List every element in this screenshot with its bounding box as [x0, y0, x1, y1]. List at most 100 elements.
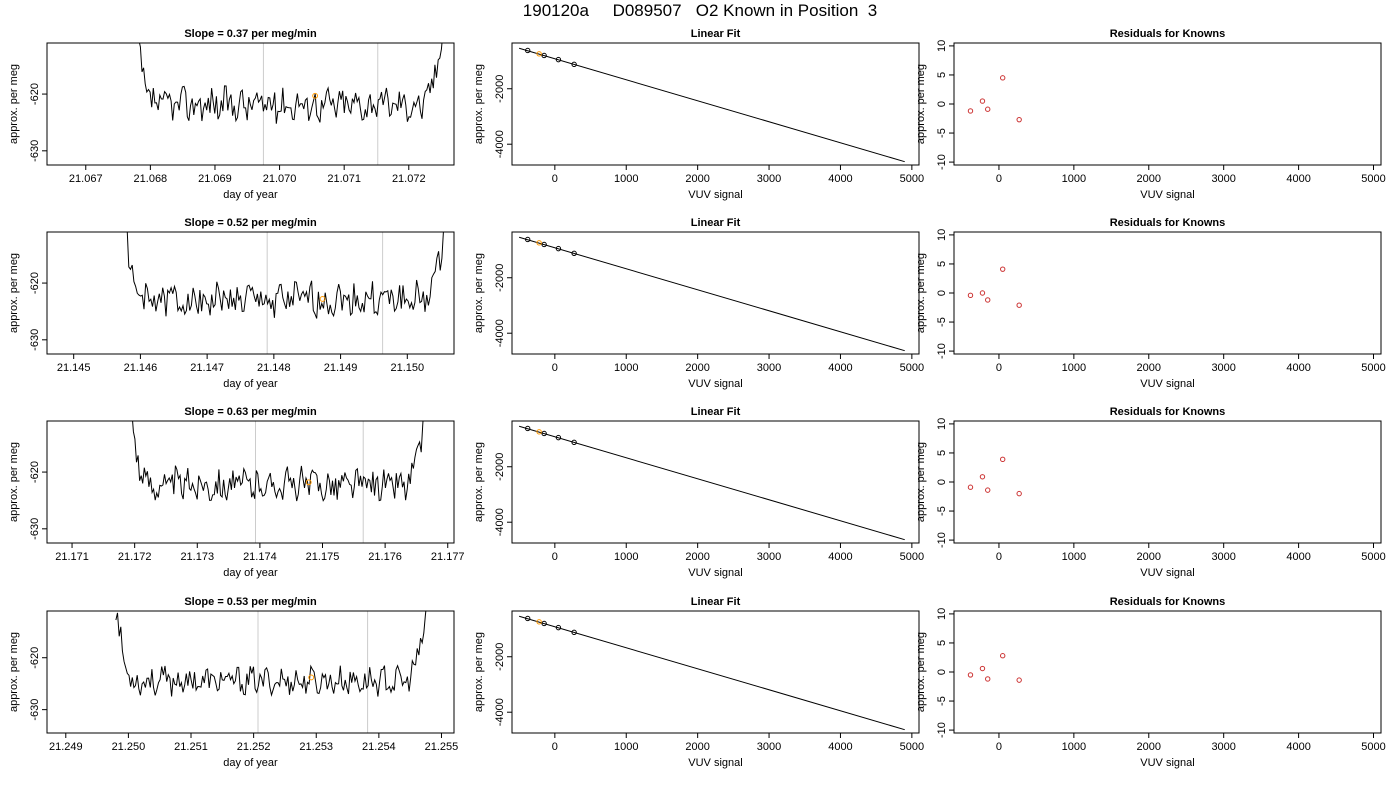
plot-area	[139, 43, 443, 165]
x-axis-label: VUV signal	[688, 378, 742, 390]
x-tick-label: 21.175	[306, 551, 340, 563]
y-axis-label: approx. per meg	[8, 64, 20, 144]
y-axis-label: approx. per meg	[915, 253, 927, 333]
x-tick-label: 21.069	[198, 173, 232, 185]
x-axis-label: day of year	[223, 378, 278, 390]
x-tick-label: 21.176	[368, 551, 402, 563]
x-tick-label: 0	[996, 362, 1002, 374]
panel-title: Slope = 0.53 per meg/min	[184, 596, 317, 608]
x-tick-label: 21.145	[57, 362, 91, 374]
y-tick-label: -630	[29, 329, 41, 351]
fit-panel-2: Linear Fit 0 1000 2000 3000 4000 5000 -4000 -200…	[473, 217, 924, 390]
plot-frame	[46, 610, 455, 734]
x-tick-label: 21.249	[49, 741, 83, 753]
x-tick-label: 5000	[900, 362, 924, 374]
plot-frame	[953, 42, 1382, 166]
residual-point	[1016, 116, 1022, 123]
x-tick-label: 21.177	[431, 551, 465, 563]
plot-frame	[511, 610, 920, 734]
panel-title: Linear Fit	[691, 217, 741, 229]
fit-point	[571, 250, 577, 257]
residual-point	[967, 108, 974, 114]
fit-point	[555, 434, 562, 441]
x-tick-label: 21.072	[392, 173, 426, 185]
x-tick-label: 5000	[900, 741, 924, 753]
x-tick-label: 2000	[1137, 173, 1161, 185]
x-axis-label: VUV signal	[1140, 757, 1194, 769]
fit-point	[525, 615, 531, 622]
x-axis-label: VUV signal	[688, 757, 742, 769]
y-tick-label: -10	[936, 343, 948, 359]
y-tick-label: 0	[936, 290, 948, 296]
fit-point	[525, 425, 531, 432]
fit-line	[518, 47, 905, 163]
y-tick-label: 5	[936, 640, 948, 646]
x-tick-label: 21.150	[390, 362, 424, 374]
x-tick-label: 1000	[1062, 173, 1086, 185]
timeseries-panel-1: Slope = 0.37 per meg/min 21.067 21.068 21.0…	[8, 28, 455, 201]
x-tick-label: 2000	[685, 551, 709, 563]
fit-point	[536, 240, 542, 246]
y-tick-label: 0	[936, 101, 948, 107]
residuals-panel-3: Residuals for Knowns 0 1000 2000 3000 4000 500…	[915, 406, 1386, 579]
position-marker	[305, 479, 312, 486]
x-tick-label: 5000	[1361, 741, 1385, 753]
x-tick-label: 1000	[614, 173, 638, 185]
fit-point	[525, 236, 531, 243]
fit-point	[555, 56, 562, 63]
x-axis-label: VUV signal	[1140, 567, 1194, 579]
x-tick-label: 1000	[1062, 741, 1086, 753]
residual-point	[999, 266, 1006, 272]
panel-title: Linear Fit	[691, 28, 741, 40]
residuals-panel-1: Residuals for Knowns 0 1000 2000 3000 4000 500…	[915, 28, 1386, 201]
y-tick-label: 0	[936, 669, 948, 675]
x-tick-label: 4000	[1286, 741, 1310, 753]
x-tick-label: 21.253	[299, 741, 333, 753]
x-tick-label: 5000	[1361, 173, 1385, 185]
plot-frame	[953, 420, 1382, 544]
fit-point	[541, 52, 547, 59]
series-line	[126, 232, 444, 319]
y-tick-label: -620	[29, 461, 41, 483]
plot-frame	[511, 42, 920, 166]
x-tick-label: 2000	[1137, 551, 1161, 563]
x-tick-label: 21.252	[237, 741, 271, 753]
series-line	[115, 611, 427, 697]
x-tick-label: 0	[552, 741, 558, 753]
y-tick-label: -620	[29, 83, 41, 105]
x-axis-label: day of year	[223, 757, 278, 769]
residuals-panel-4: Residuals for Knowns 0 1000 2000 3000 4000 500…	[915, 596, 1386, 769]
x-axis-label: VUV signal	[1140, 378, 1194, 390]
plot-area	[518, 47, 905, 163]
figure-title: 190120a D089507 O2 Known in Position 3	[522, 1, 878, 20]
fit-point	[555, 245, 562, 252]
x-tick-label: 3000	[1211, 741, 1235, 753]
residual-point	[1016, 677, 1022, 683]
x-tick-label: 3000	[1211, 173, 1235, 185]
y-tick-label: -2000	[494, 264, 506, 292]
x-tick-label: 21.250	[112, 741, 146, 753]
fit-point	[536, 51, 542, 57]
x-tick-label: 4000	[1286, 173, 1310, 185]
y-tick-label: -620	[29, 272, 41, 294]
x-tick-label: 0	[996, 551, 1002, 563]
residual-point	[1016, 302, 1022, 308]
fit-point	[571, 439, 577, 446]
position-marker	[319, 296, 326, 302]
x-tick-label: 1000	[614, 551, 638, 563]
residual-point	[979, 98, 986, 104]
plot-area	[132, 421, 424, 543]
x-tick-label: 21.147	[190, 362, 224, 374]
position-marker	[308, 674, 315, 681]
series-line	[132, 421, 424, 502]
x-tick-label: 3000	[1211, 362, 1235, 374]
y-tick-label: 5	[936, 72, 948, 78]
residuals-panel-2: Residuals for Knowns 0 1000 2000 3000 4000 500…	[915, 217, 1386, 390]
x-tick-label: 21.071	[327, 173, 361, 185]
x-tick-label: 5000	[1361, 362, 1385, 374]
x-tick-label: 21.146	[124, 362, 158, 374]
residual-point	[979, 290, 986, 296]
x-tick-label: 4000	[828, 173, 852, 185]
plot-area	[126, 232, 444, 354]
plot-area	[115, 611, 427, 733]
